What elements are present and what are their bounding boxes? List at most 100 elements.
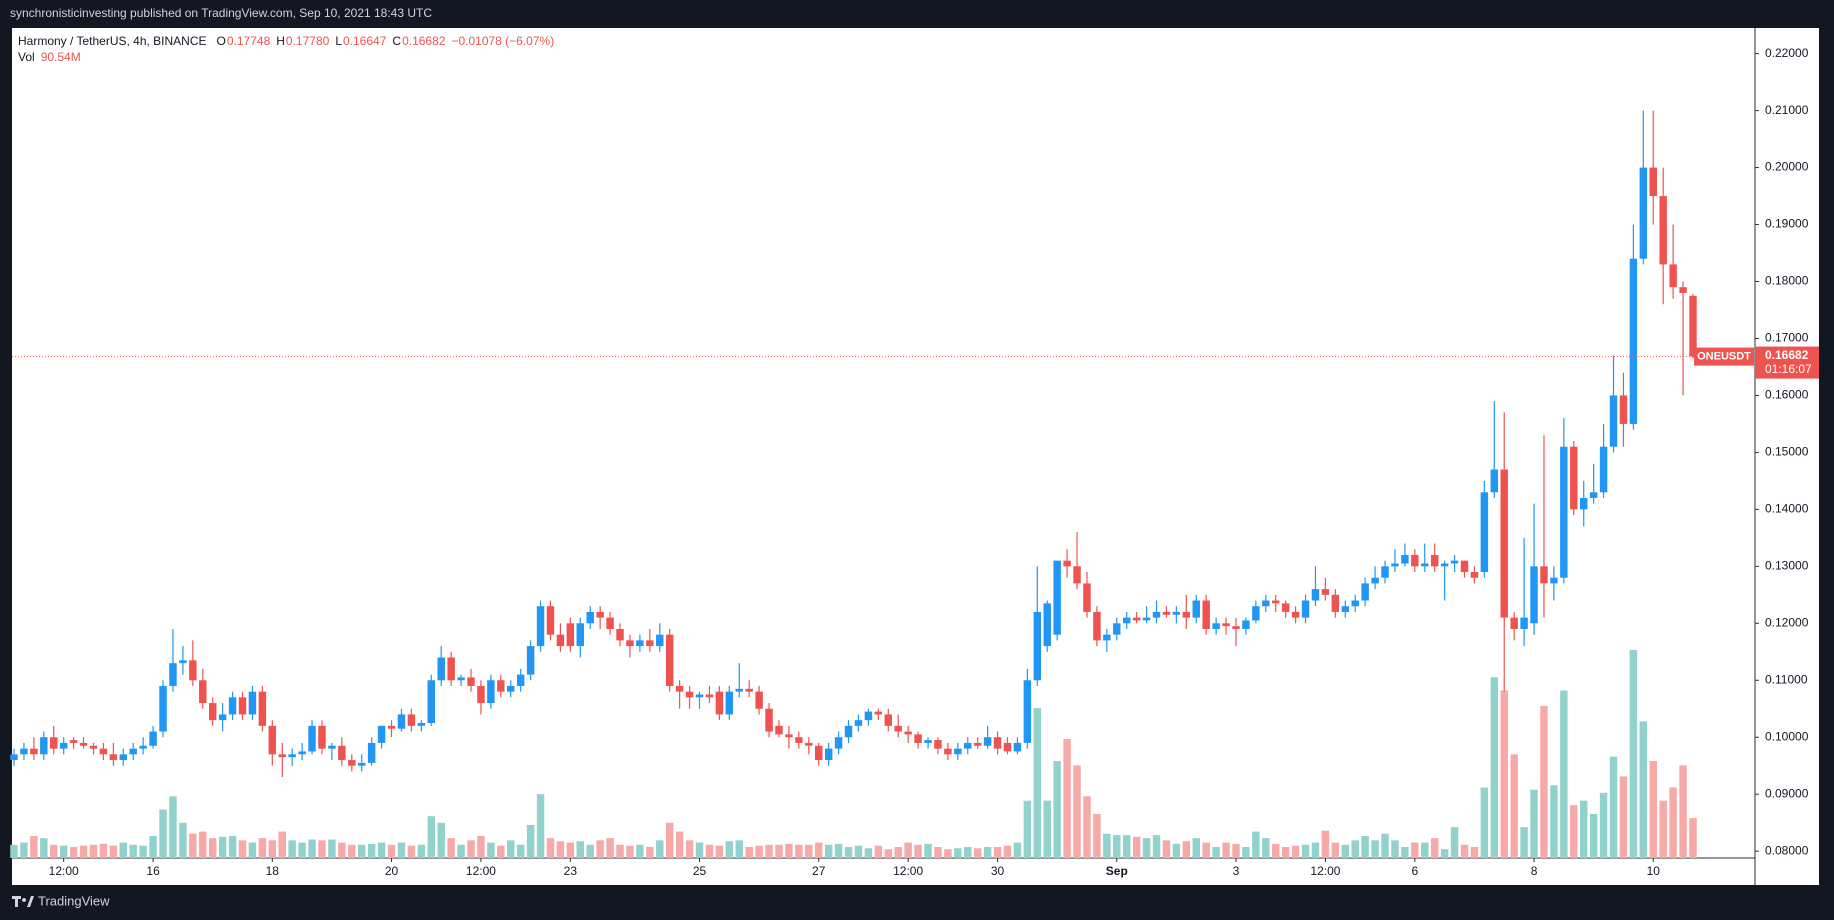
candle-body [1669, 264, 1677, 288]
candle-body [695, 694, 704, 698]
volume-bar [685, 840, 694, 858]
y-tick-label: 0.21000 [1765, 103, 1809, 117]
volume-bar [1550, 785, 1558, 858]
volume-bar [546, 838, 555, 858]
volume-bar [487, 842, 495, 858]
volume-bar [298, 842, 306, 858]
volume-bar [785, 843, 793, 858]
candle-body [1291, 611, 1300, 618]
volume-bar [1152, 835, 1161, 858]
volume-bar [1103, 833, 1111, 858]
candle-body [1192, 600, 1200, 618]
candle-body [1579, 497, 1588, 510]
candle-body [646, 640, 654, 647]
candle-body [507, 685, 515, 692]
volume-bar [973, 848, 982, 858]
volume-bar [964, 846, 972, 858]
volume-bar [1212, 846, 1220, 858]
volume-bar [1500, 690, 1508, 858]
volume-bar [1291, 845, 1300, 858]
y-tick-label: 0.11000 [1765, 672, 1808, 686]
x-tick-label: 18 [266, 864, 280, 878]
volume-bar [1560, 690, 1568, 858]
volume-bar [725, 841, 734, 858]
x-tick-label: 12:00 [1310, 864, 1340, 878]
candle-body [954, 748, 962, 755]
volume-bar [338, 842, 346, 858]
volume-bar [228, 835, 237, 858]
volume-bar [308, 839, 316, 858]
candle-body [765, 708, 773, 732]
candle-body [586, 611, 594, 624]
volume-bar [447, 838, 455, 858]
volume-bar [566, 842, 575, 858]
volume-bar [59, 845, 68, 858]
candle-body [785, 734, 793, 738]
candle-body [715, 691, 724, 715]
volume-bar [159, 809, 167, 858]
candle-body [1391, 563, 1399, 567]
candle-body [387, 725, 396, 729]
volume-bar [1033, 708, 1042, 858]
candle-body [79, 742, 88, 746]
volume-bar [1142, 838, 1151, 858]
candle-body [159, 685, 167, 732]
candle-body [1093, 611, 1101, 641]
candle-body [1609, 395, 1618, 447]
candle-body [288, 754, 296, 758]
x-tick-label: 3 [1233, 864, 1240, 878]
candle-body [1122, 617, 1131, 624]
x-tick-label: 8 [1531, 864, 1538, 878]
brand: TradingView [38, 893, 110, 908]
price-tag: 0.16682 [1765, 348, 1809, 362]
candle-body [1659, 196, 1667, 265]
volume-bar [20, 842, 28, 858]
candle-body [1073, 566, 1081, 584]
candle-body [1689, 295, 1697, 357]
volume-bar [884, 849, 892, 858]
countdown: 01:16:07 [1765, 362, 1812, 376]
candle-body [59, 742, 68, 749]
volume-bar [695, 842, 704, 858]
y-tick-label: 0.15000 [1765, 445, 1809, 459]
candle-body [894, 725, 902, 732]
candle-body [1043, 603, 1051, 647]
volume-bar [149, 835, 157, 858]
candle-body [457, 677, 465, 681]
candle-body [397, 714, 406, 729]
volume-bar [1689, 818, 1697, 858]
volume-bar [507, 840, 515, 858]
volume-bar [328, 839, 336, 858]
volume-bar [467, 840, 475, 858]
volume-bar [646, 846, 654, 858]
volume-bar [1540, 705, 1548, 858]
volume-bar [596, 840, 604, 858]
volume-bar [69, 846, 78, 858]
candle-body [248, 691, 257, 715]
volume-bar [50, 844, 58, 858]
ticker-tag-box [1694, 347, 1754, 366]
candle-body [447, 657, 455, 681]
candle-body [50, 737, 58, 749]
legend-key: C [392, 34, 401, 48]
volume-bar [874, 845, 883, 858]
candle-body [1083, 583, 1091, 612]
candle-body [924, 740, 932, 743]
y-tick-label: 0.10000 [1765, 729, 1809, 743]
volume-bar [775, 844, 783, 858]
candle-body [834, 737, 843, 749]
candle-body [199, 680, 207, 704]
volume-bar [1490, 677, 1499, 858]
candle-body [1371, 577, 1379, 584]
volume-bar [824, 844, 833, 858]
volume-bar [1073, 765, 1081, 858]
volume-bar [1242, 846, 1250, 858]
candle-body [1629, 258, 1638, 424]
candle-body [1520, 617, 1528, 629]
volume-bar [815, 842, 823, 858]
volume-bar [129, 844, 137, 858]
legend-value: 0.16682 [402, 34, 446, 48]
legend-key: L [335, 34, 342, 48]
candle-body [755, 691, 763, 709]
candle-body [1113, 623, 1121, 635]
